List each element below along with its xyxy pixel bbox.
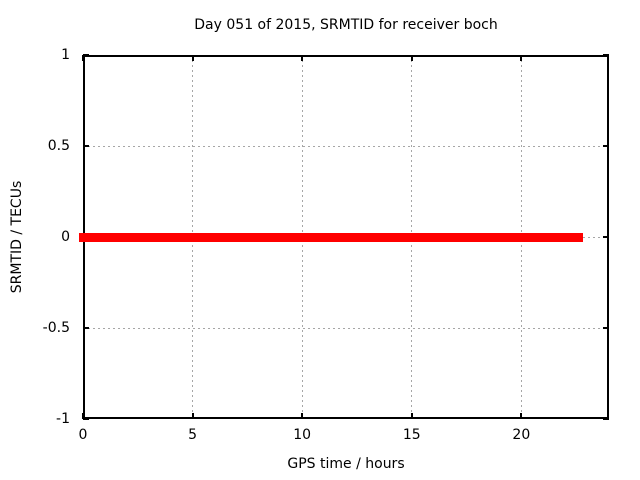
series-line-srmtid — [79, 232, 583, 242]
y-tick-mark — [603, 236, 609, 238]
y-tick-mark — [83, 145, 89, 147]
y-tick-mark — [83, 54, 89, 56]
y-tick-label: -1 — [56, 411, 70, 427]
plot-border-top — [83, 55, 609, 57]
x-tick-mark — [82, 413, 84, 419]
plot-area: 0 5 10 15 20 1 0.5 0 -0.5 -1 — [43, 47, 609, 443]
y-tick-mark — [603, 418, 609, 420]
x-tick-label: 10 — [293, 427, 312, 443]
y-tick-mark — [83, 327, 89, 329]
x-tick-mark — [410, 413, 413, 419]
y-tick-mark — [83, 418, 89, 420]
y-gridline — [83, 145, 609, 147]
x-tick-mark — [82, 55, 84, 61]
x-tick-mark — [301, 413, 304, 419]
x-tick-mark — [301, 55, 304, 61]
x-tick-mark — [520, 413, 523, 419]
y-tick-mark — [603, 327, 609, 329]
y-axis-label: SRMTID / TECUs — [9, 180, 25, 294]
x-tick-mark — [410, 55, 413, 61]
x-tick-mark — [191, 413, 194, 419]
y-tick-label: 1 — [61, 47, 70, 63]
y-tick-label: 0.5 — [47, 138, 70, 154]
plot-border-bottom — [83, 417, 609, 419]
x-tick-mark — [520, 55, 523, 61]
y-tick-mark — [603, 54, 609, 56]
x-tick-label: 20 — [512, 427, 531, 443]
y-tick-label: 0 — [61, 229, 70, 245]
x-tick-mark — [191, 55, 194, 61]
y-gridline — [83, 327, 609, 329]
chart-title: Day 051 of 2015, SRMTID for receiver boc… — [194, 17, 498, 33]
x-tick-label: 5 — [188, 427, 198, 443]
y-tick-label: -0.5 — [42, 320, 70, 336]
x-axis-label: GPS time / hours — [287, 456, 405, 472]
y-tick-mark — [603, 145, 609, 147]
x-tick-label: 0 — [78, 427, 88, 443]
x-tick-label: 15 — [402, 427, 421, 443]
